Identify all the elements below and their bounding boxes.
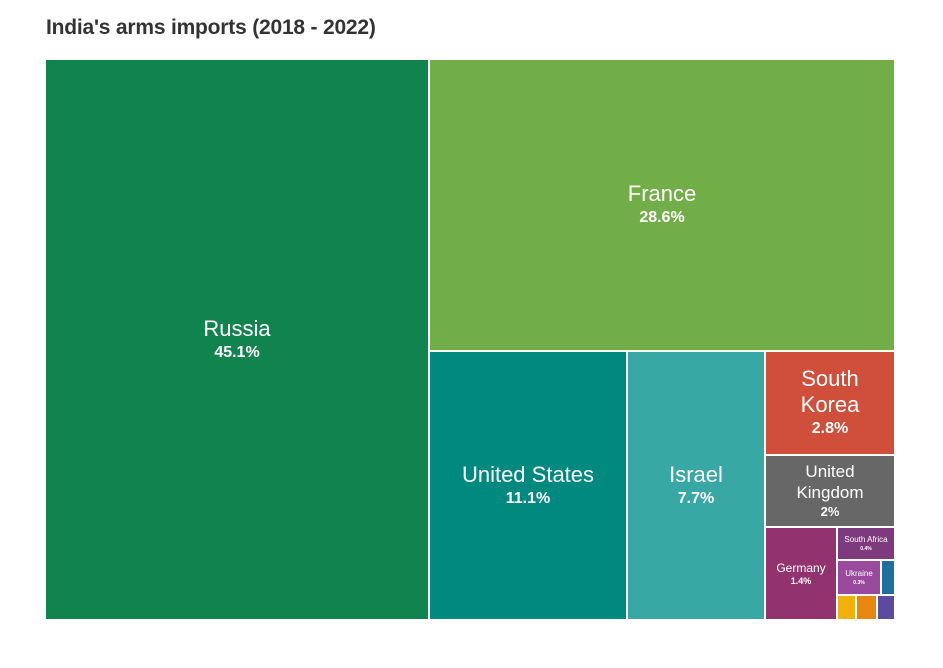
cell-label: United States [461, 461, 595, 487]
cell-value: 1.4% [790, 575, 812, 586]
cell-label: Israel [669, 461, 723, 487]
treemap-cell-unlabeled-orange[interactable] [857, 596, 876, 619]
cell-label: Russia [203, 315, 271, 341]
cell-value: 0.3% [853, 579, 865, 586]
treemap-cell-israel[interactable]: Israel 7.7% [628, 352, 764, 619]
treemap-cell-unlabeled-purple[interactable] [878, 596, 894, 619]
cell-value: 7.7% [677, 489, 715, 507]
treemap-cell-united-kingdom[interactable]: United Kingdom 2% [766, 456, 894, 526]
treemap-cell-unlabeled-yellow[interactable] [838, 596, 855, 619]
treemap-cell-south-korea[interactable]: South Korea 2.8% [766, 352, 894, 454]
cell-value: 28.6% [639, 209, 685, 226]
cell-label: Germany [776, 560, 826, 575]
treemap-cell-russia[interactable]: Russia 45.1% [46, 60, 428, 619]
cell-value: 45.1% [214, 343, 260, 361]
cell-label: South Korea [800, 366, 860, 417]
cell-value: 2.8% [811, 420, 849, 437]
treemap-cell-unlabeled-blue[interactable] [882, 561, 894, 594]
treemap-cell-united-states[interactable]: United States 11.1% [430, 352, 626, 619]
cell-label: United Kingdom [796, 462, 864, 502]
cell-value: 2% [820, 504, 840, 519]
cell-value: 0.4% [860, 545, 872, 552]
cell-label: South Africa [844, 534, 888, 544]
treemap-cell-south-africa[interactable]: South Africa 0.4% [838, 528, 894, 559]
cell-label: France [627, 181, 697, 206]
cell-value: 11.1% [505, 489, 551, 507]
chart-title: India's arms imports (2018 - 2022) [46, 16, 376, 39]
cell-label: Ukraine [845, 568, 873, 578]
treemap-cell-germany[interactable]: Germany 1.4% [766, 528, 836, 619]
treemap-cell-ukraine[interactable]: Ukraine 0.3% [838, 561, 880, 594]
treemap-cell-france[interactable]: France 28.6% [430, 60, 894, 350]
